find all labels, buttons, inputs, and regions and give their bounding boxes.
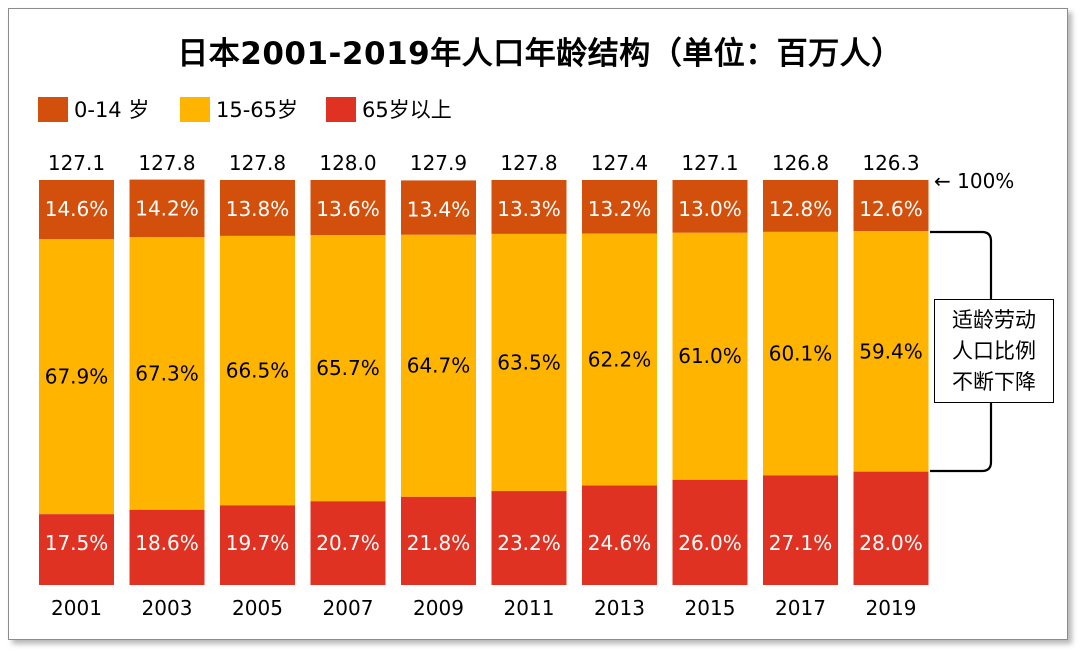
bar-segment-2017-1 [763,231,838,476]
x-tick-2005: 2005 [232,596,283,620]
data-label-2001-1: 67.9% [45,365,109,389]
total-label-2009: 127.9 [410,151,467,175]
legend-item-0-14: 0-14 岁 [38,94,149,124]
bars-layer [39,179,929,585]
data-label-2013-1: 62.2% [588,347,652,371]
bar-segment-2005-0 [220,505,295,585]
x-tick-2015: 2015 [685,596,736,620]
x-tick-2009: 2009 [413,596,464,620]
total-label-2007: 128.0 [319,151,376,175]
data-label-2009-1: 64.7% [407,354,471,378]
data-label-2019-0: 28.0% [859,531,923,555]
data-label-2011-0: 23.2% [497,531,561,555]
callout-line-3: 不断下降 [952,370,1036,394]
bar-segment-2015-2 [672,180,748,233]
data-label-2015-2: 13.0% [678,197,742,221]
data-label-2013-2: 13.2% [588,197,652,221]
data-label-2009-2: 13.4% [407,197,471,221]
data-label-2015-0: 26.0% [678,531,742,555]
legend-label-0-14: 0-14 岁 [74,98,150,122]
bar-segment-2013-2 [582,180,657,234]
data-label-2019-2: 12.6% [859,197,923,221]
bar-segment-2015-1 [672,232,748,480]
x-tick-2003: 2003 [142,596,193,620]
total-label-2019: 126.3 [862,151,919,175]
callout-line-1: 适龄劳动 [952,308,1036,332]
bar-segment-2003-1 [129,237,205,510]
data-label-2019-1: 59.4% [859,339,923,363]
data-label-2005-0: 19.7% [226,531,290,555]
x-tick-2017: 2017 [775,596,826,620]
data-label-2017-0: 27.1% [769,531,833,555]
data-label-2015-1: 61.0% [678,344,742,368]
bar-segment-2001-1 [39,239,114,515]
bar-segment-2007-0 [310,501,386,585]
bar-segment-2017-0 [763,475,838,585]
legend-swatch-0-14 [38,96,68,122]
total-label-2013: 127.4 [591,151,648,175]
total-label-2015: 127.1 [681,151,738,175]
data-label-2003-0: 18.6% [135,531,199,555]
callout-box: 适龄劳动 人口比例 不断下降 [934,299,1054,403]
data-label-2007-2: 13.6% [316,197,380,221]
total-label-2005: 127.8 [229,151,286,175]
data-label-2011-1: 63.5% [497,350,561,374]
bar-segment-2011-0 [491,491,567,585]
bar-segment-2007-2 [310,180,386,236]
data-label-2005-2: 13.8% [226,197,290,221]
data-label-2017-1: 60.1% [769,342,833,366]
data-label-2009-0: 21.8% [407,531,471,555]
bar-segment-2003-0 [129,509,205,585]
data-label-2005-1: 66.5% [226,359,290,383]
bar-segment-2017-2 [763,180,838,232]
total-label-2001: 127.1 [48,151,105,175]
total-label-2017: 126.8 [772,151,829,175]
legend-label-65-plus: 65岁以上 [362,98,452,122]
legend-swatch-65-plus [326,96,356,122]
legend-item-65-plus: 65岁以上 [326,94,452,124]
data-label-2011-2: 13.3% [497,197,561,221]
bar-segment-2001-0 [39,514,114,585]
legend-swatch-15-65 [180,96,210,122]
legend-label-15-65: 15-65岁 [216,98,299,122]
data-label-2001-0: 17.5% [45,531,109,555]
bar-segment-2011-2 [491,180,567,234]
top-100-marker: ← 100% [934,169,1014,193]
bar-segment-2009-0 [401,496,476,585]
data-label-2003-2: 14.2% [135,197,199,221]
bar-segment-2005-2 [220,180,295,236]
data-label-2013-0: 24.6% [588,531,652,555]
x-tick-2001: 2001 [51,596,102,620]
legend-item-15-65: 15-65岁 [180,94,298,124]
x-tick-2013: 2013 [594,596,645,620]
annotation-layer: ← 100% [930,169,1014,473]
x-tick-2019: 2019 [866,596,917,620]
bar-segment-2007-1 [310,235,386,502]
data-label-2007-0: 20.7% [316,531,380,555]
bar-segment-2019-0 [853,471,929,585]
data-label-2001-2: 14.6% [45,197,109,221]
callout-line-2: 人口比例 [952,339,1036,363]
x-tick-2011: 2011 [504,596,555,620]
bar-segment-2011-1 [491,233,567,492]
bar-segment-2019-1 [853,231,929,472]
data-label-2003-1: 67.3% [135,361,199,385]
x-tick-2007: 2007 [323,596,374,620]
data-label-2017-2: 12.8% [769,197,833,221]
labels-layer: 17.5% 67.9% 14.6% 127.1 2001 18.6% 67.3% 14.2% 1… [45,151,923,620]
bar-segment-2013-0 [582,485,657,585]
bar-segment-2001-2 [39,180,114,240]
chart-title: 日本2001-2019年人口年龄结构（单位：百万人） [177,36,903,72]
data-label-2007-1: 65.7% [316,356,380,380]
bar-segment-2009-2 [401,180,476,235]
bar-segment-2005-1 [220,235,295,506]
bar-segment-2015-0 [672,479,748,585]
bar-segment-2013-1 [582,233,657,486]
bar-segment-2019-2 [853,180,929,232]
total-label-2003: 127.8 [138,151,195,175]
bar-segment-2003-2 [129,179,205,238]
total-label-2011: 127.8 [500,151,557,175]
bar-segment-2009-1 [401,234,476,497]
